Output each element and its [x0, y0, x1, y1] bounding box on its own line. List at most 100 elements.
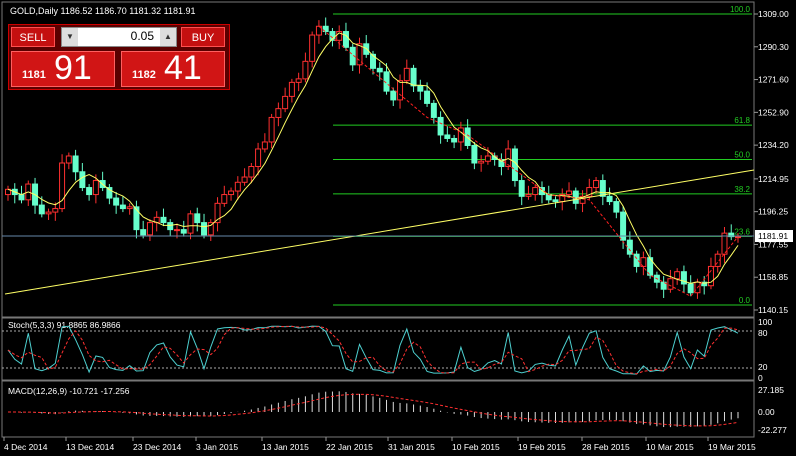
candle-body — [566, 190, 573, 196]
candle-body — [633, 253, 640, 267]
trend-line[interactable] — [4, 169, 755, 295]
sell-button[interactable]: SELL — [11, 27, 55, 47]
candle-body — [302, 60, 309, 80]
candle-body — [342, 31, 349, 48]
candle-body — [207, 222, 214, 236]
candle-body — [45, 211, 52, 215]
date-tick-label: 10 Mar 2015 — [646, 442, 694, 452]
candle-body — [241, 176, 248, 183]
candle-body — [680, 271, 687, 285]
candle-body — [376, 67, 383, 73]
lot-size-field[interactable]: ▼ 0.05 ▲ — [61, 27, 177, 47]
candle-body — [687, 283, 694, 294]
candle-body — [349, 46, 356, 66]
candle-body — [451, 137, 458, 143]
candle-body — [194, 213, 201, 224]
candle-body — [410, 67, 417, 87]
stoch-tick-label: 20 — [758, 362, 768, 372]
stoch-tick-label: 80 — [758, 328, 768, 338]
candle-body — [484, 155, 491, 162]
price-axis: 1309.00 1290.30 1271.60 1252.90 1234.20 1214.… — [754, 9, 789, 315]
fib-level-label: 23.6 — [734, 227, 750, 236]
candle-body — [167, 222, 174, 231]
candle-body — [390, 90, 397, 101]
candle-body — [599, 180, 606, 197]
symbol-header: GOLD,Daily 1186.52 1186.70 1181.32 1181.… — [10, 6, 195, 16]
date-tick-label: 13 Dec 2014 — [66, 442, 114, 452]
price-tick-label: 1234.20 — [758, 140, 789, 150]
candle-body — [660, 281, 667, 290]
candle-body — [478, 160, 485, 164]
candle-body — [329, 31, 336, 41]
candle-body — [336, 31, 343, 41]
candle-body — [268, 116, 275, 143]
candle-body — [282, 95, 289, 110]
candle-body — [667, 278, 674, 290]
candle-body — [72, 155, 79, 173]
chevron-down-icon[interactable]: ▼ — [62, 28, 78, 46]
candle-body — [620, 211, 627, 241]
current-price-tag — [755, 230, 793, 242]
date-tick-label: 13 Jan 2015 — [262, 442, 309, 452]
candle-body — [79, 171, 86, 189]
candle-body — [714, 253, 721, 267]
buy-price-prefix: 1182 — [132, 69, 156, 81]
date-tick-label: 19 Feb 2015 — [518, 442, 566, 452]
candle-body — [728, 232, 735, 238]
fib-level-label: 61.8 — [734, 116, 750, 125]
candle-body — [160, 216, 167, 224]
candle-body — [430, 102, 437, 118]
macd-tick-label: -22.277 — [758, 425, 787, 435]
candle-body — [38, 204, 45, 215]
candle-body — [228, 190, 235, 196]
candle-body — [397, 80, 404, 101]
price-tick-label: 1158.85 — [758, 272, 788, 282]
fibonacci-retracement[interactable]: 100.0 61.8 50.0 38.2 23.6 0.0 — [333, 5, 752, 306]
candle-body — [437, 116, 444, 136]
candle-body — [593, 180, 600, 189]
fib-level-label: 0.0 — [739, 296, 751, 305]
candle-body — [173, 229, 180, 232]
candle-body — [505, 148, 512, 168]
candle-body — [187, 213, 194, 234]
macd-tick-label: 0.00 — [758, 407, 775, 417]
candle-body — [701, 281, 708, 287]
date-tick-label: 3 Jan 2015 — [196, 442, 238, 452]
buy-price-box[interactable]: 1182 41 — [121, 49, 225, 87]
candle-body — [606, 195, 613, 203]
macd-label: MACD(12,26,9) -10.721 -17.256 — [8, 386, 130, 396]
buy-price-suffix: 41 — [164, 49, 202, 87]
sell-price-box[interactable]: 1181 91 — [11, 49, 115, 87]
date-tick-label: 4 Dec 2014 — [4, 442, 48, 452]
candle-body — [234, 181, 241, 192]
one-click-trading-panel: SELL ▼ 0.05 ▲ BUY 1181 91 1182 41 — [8, 24, 230, 90]
candle-body — [86, 187, 93, 196]
date-tick-label: 19 Mar 2015 — [708, 442, 756, 452]
candle-body — [356, 43, 363, 66]
main-chart-frame — [1, 1, 755, 318]
candle-body — [180, 229, 187, 234]
fib-level-label: 100.0 — [730, 5, 751, 14]
candle-body — [92, 180, 99, 196]
candle-body — [59, 162, 66, 210]
candle-body — [613, 201, 620, 213]
date-tick-label: 10 Feb 2015 — [452, 442, 500, 452]
buy-button[interactable]: BUY — [181, 27, 225, 47]
candle-body — [309, 34, 316, 62]
candle-body — [721, 232, 728, 255]
candle-body — [579, 195, 586, 204]
price-tick-label: 1290.30 — [758, 42, 789, 52]
candle-body — [626, 239, 633, 255]
candle-body — [261, 141, 268, 150]
candle-body — [18, 194, 25, 201]
candle-body — [457, 127, 464, 143]
candle-body — [140, 229, 147, 236]
candle-body — [403, 67, 410, 82]
chevron-up-icon[interactable]: ▲ — [160, 28, 176, 46]
candle-body — [126, 206, 133, 210]
candle-body — [707, 265, 714, 287]
price-tick-label: 1309.00 — [758, 9, 789, 19]
lot-size-value[interactable]: 0.05 — [130, 29, 154, 43]
candle-body — [133, 206, 140, 231]
